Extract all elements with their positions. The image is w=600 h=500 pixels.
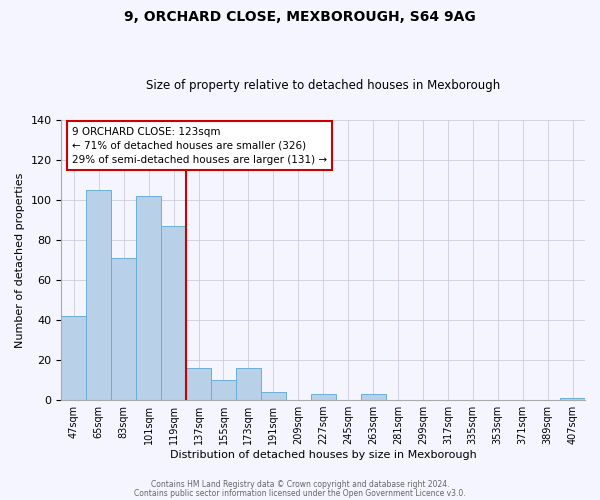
Bar [261, 392, 286, 400]
Bar [186, 368, 211, 400]
Title: Size of property relative to detached houses in Mexborough: Size of property relative to detached ho… [146, 79, 500, 92]
Y-axis label: Number of detached properties: Number of detached properties [15, 172, 25, 348]
Bar [61, 316, 86, 400]
Bar [86, 190, 111, 400]
Bar [311, 394, 335, 400]
Bar [361, 394, 386, 400]
Bar [111, 258, 136, 400]
Text: 9 ORCHARD CLOSE: 123sqm
← 71% of detached houses are smaller (326)
29% of semi-d: 9 ORCHARD CLOSE: 123sqm ← 71% of detache… [72, 126, 327, 164]
Bar [136, 196, 161, 400]
Bar [161, 226, 186, 400]
Bar [560, 398, 585, 400]
Text: 9, ORCHARD CLOSE, MEXBOROUGH, S64 9AG: 9, ORCHARD CLOSE, MEXBOROUGH, S64 9AG [124, 10, 476, 24]
Text: Contains HM Land Registry data © Crown copyright and database right 2024.: Contains HM Land Registry data © Crown c… [151, 480, 449, 489]
Text: Contains public sector information licensed under the Open Government Licence v3: Contains public sector information licen… [134, 488, 466, 498]
X-axis label: Distribution of detached houses by size in Mexborough: Distribution of detached houses by size … [170, 450, 476, 460]
Bar [236, 368, 261, 400]
Bar [211, 380, 236, 400]
